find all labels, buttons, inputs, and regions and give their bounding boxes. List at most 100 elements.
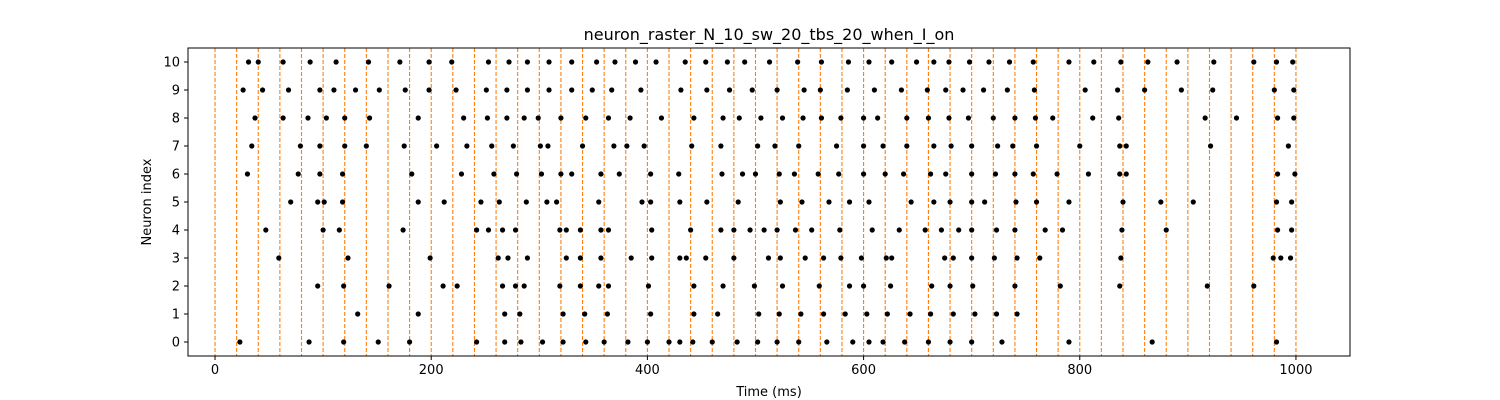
spike-point-neuron-4 bbox=[557, 227, 563, 233]
spike-point-neuron-9 bbox=[1082, 87, 1088, 93]
spike-point-neuron-3 bbox=[598, 255, 604, 261]
y-tick-label: 6 bbox=[172, 168, 180, 183]
spike-point-neuron-3 bbox=[577, 255, 583, 261]
spike-point-neuron-10 bbox=[1174, 59, 1180, 65]
spike-point-neuron-2 bbox=[929, 283, 935, 289]
spike-point-neuron-10 bbox=[245, 59, 252, 65]
spike-point-neuron-3 bbox=[683, 255, 689, 261]
spike-point-neuron-9 bbox=[569, 87, 575, 93]
spike-point-neuron-10 bbox=[506, 59, 512, 65]
spike-point-neuron-5 bbox=[523, 199, 529, 205]
spike-point-neuron-2 bbox=[691, 283, 697, 289]
spike-point-neuron-10 bbox=[1006, 59, 1013, 65]
spike-point-neuron-2 bbox=[596, 283, 602, 289]
spike-point-neuron-4 bbox=[761, 227, 767, 233]
spike-point-neuron-6 bbox=[860, 171, 867, 177]
spike-point-neuron-7 bbox=[537, 143, 543, 149]
spike-point-neuron-0 bbox=[774, 339, 780, 345]
spike-point-neuron-2 bbox=[846, 283, 853, 289]
spike-point-neuron-7 bbox=[1207, 143, 1214, 149]
spike-point-neuron-8 bbox=[280, 115, 286, 121]
spike-point-neuron-5 bbox=[947, 199, 953, 205]
y-tick-label: 3 bbox=[172, 252, 180, 267]
spike-point-neuron-3 bbox=[524, 255, 531, 261]
spike-point-neuron-0 bbox=[796, 339, 802, 345]
spike-point-neuron-0 bbox=[306, 339, 312, 345]
spike-point-neuron-6 bbox=[836, 171, 842, 177]
spike-point-neuron-10 bbox=[845, 59, 852, 65]
spike-point-neuron-5 bbox=[321, 199, 327, 205]
spike-point-neuron-3 bbox=[427, 255, 433, 261]
x-tick-label: 400 bbox=[635, 363, 660, 378]
spike-point-neuron-5 bbox=[799, 199, 805, 205]
spike-point-neuron-3 bbox=[889, 255, 895, 261]
spike-point-neuron-2 bbox=[386, 283, 392, 289]
spike-point-neuron-1 bbox=[798, 311, 804, 317]
spike-point-neuron-4 bbox=[896, 227, 902, 233]
spike-point-neuron-3 bbox=[1014, 255, 1020, 261]
spike-point-neuron-2 bbox=[816, 283, 822, 289]
spike-point-neuron-4 bbox=[474, 227, 480, 233]
spike-point-neuron-6 bbox=[776, 171, 782, 177]
spike-point-neuron-10 bbox=[1290, 59, 1296, 65]
spike-point-neuron-7 bbox=[880, 143, 886, 149]
spike-point-neuron-9 bbox=[924, 87, 930, 93]
spike-point-neuron-8 bbox=[1202, 115, 1208, 121]
spike-point-neuron-4 bbox=[922, 227, 928, 233]
spike-point-neuron-0 bbox=[866, 339, 872, 345]
y-axis-label: Neuron index bbox=[140, 158, 155, 245]
spike-point-neuron-5 bbox=[982, 199, 988, 205]
spike-point-neuron-8 bbox=[800, 115, 806, 121]
spike-point-neuron-2 bbox=[888, 283, 894, 289]
spike-point-neuron-8 bbox=[461, 115, 467, 121]
spike-point-neuron-4 bbox=[1274, 227, 1281, 233]
spike-point-neuron-1 bbox=[993, 311, 1000, 317]
spike-point-neuron-9 bbox=[483, 87, 489, 93]
spike-point-neuron-1 bbox=[776, 311, 782, 317]
spike-point-neuron-4 bbox=[1059, 227, 1066, 233]
spike-point-neuron-9 bbox=[898, 87, 905, 93]
spike-point-neuron-6 bbox=[244, 171, 251, 177]
spike-point-neuron-1 bbox=[1014, 311, 1020, 317]
spike-point-neuron-0 bbox=[1273, 339, 1280, 345]
spike-point-neuron-7 bbox=[545, 143, 551, 149]
spike-point-neuron-9 bbox=[749, 87, 755, 93]
spike-point-neuron-10 bbox=[946, 59, 952, 65]
spike-point-neuron-0 bbox=[583, 339, 589, 345]
spike-point-neuron-2 bbox=[315, 283, 321, 289]
spike-point-neuron-9 bbox=[504, 87, 510, 93]
spike-point-neuron-10 bbox=[818, 59, 825, 65]
spike-point-neuron-7 bbox=[249, 143, 255, 149]
spike-point-neuron-1 bbox=[927, 311, 934, 317]
spike-point-neuron-1 bbox=[842, 311, 848, 317]
spike-point-neuron-2 bbox=[605, 283, 612, 289]
spike-point-neuron-5 bbox=[339, 199, 346, 205]
spike-point-neuron-6 bbox=[339, 171, 346, 177]
spike-point-neuron-8 bbox=[558, 115, 564, 121]
spike-point-neuron-9 bbox=[774, 87, 780, 93]
spike-point-neuron-10 bbox=[742, 59, 748, 65]
spike-point-neuron-9 bbox=[426, 87, 432, 93]
spike-point-neuron-3 bbox=[820, 255, 827, 261]
spike-point-neuron-7 bbox=[297, 143, 304, 149]
spike-point-neuron-10 bbox=[795, 59, 801, 65]
spike-point-neuron-1 bbox=[648, 311, 654, 317]
spike-point-neuron-9 bbox=[1142, 87, 1148, 93]
spike-point-neuron-2 bbox=[521, 283, 527, 289]
spike-point-neuron-4 bbox=[774, 227, 780, 233]
spike-point-neuron-10 bbox=[593, 59, 600, 65]
spike-point-neuron-10 bbox=[280, 59, 286, 65]
spike-point-neuron-4 bbox=[1042, 227, 1048, 233]
spike-point-neuron-5 bbox=[544, 199, 550, 205]
spike-point-neuron-10 bbox=[1091, 59, 1097, 65]
spike-point-neuron-7 bbox=[689, 143, 695, 149]
spike-point-neuron-2 bbox=[1204, 283, 1210, 289]
spike-point-neuron-10 bbox=[1211, 59, 1217, 65]
spike-point-neuron-5 bbox=[496, 199, 502, 205]
spike-point-neuron-4 bbox=[1119, 227, 1125, 233]
spike-point-neuron-8 bbox=[627, 115, 633, 121]
spike-point-neuron-0 bbox=[502, 339, 508, 345]
spike-point-neuron-7 bbox=[904, 143, 910, 149]
spike-point-neuron-6 bbox=[491, 171, 497, 177]
spike-point-neuron-6 bbox=[992, 171, 999, 177]
